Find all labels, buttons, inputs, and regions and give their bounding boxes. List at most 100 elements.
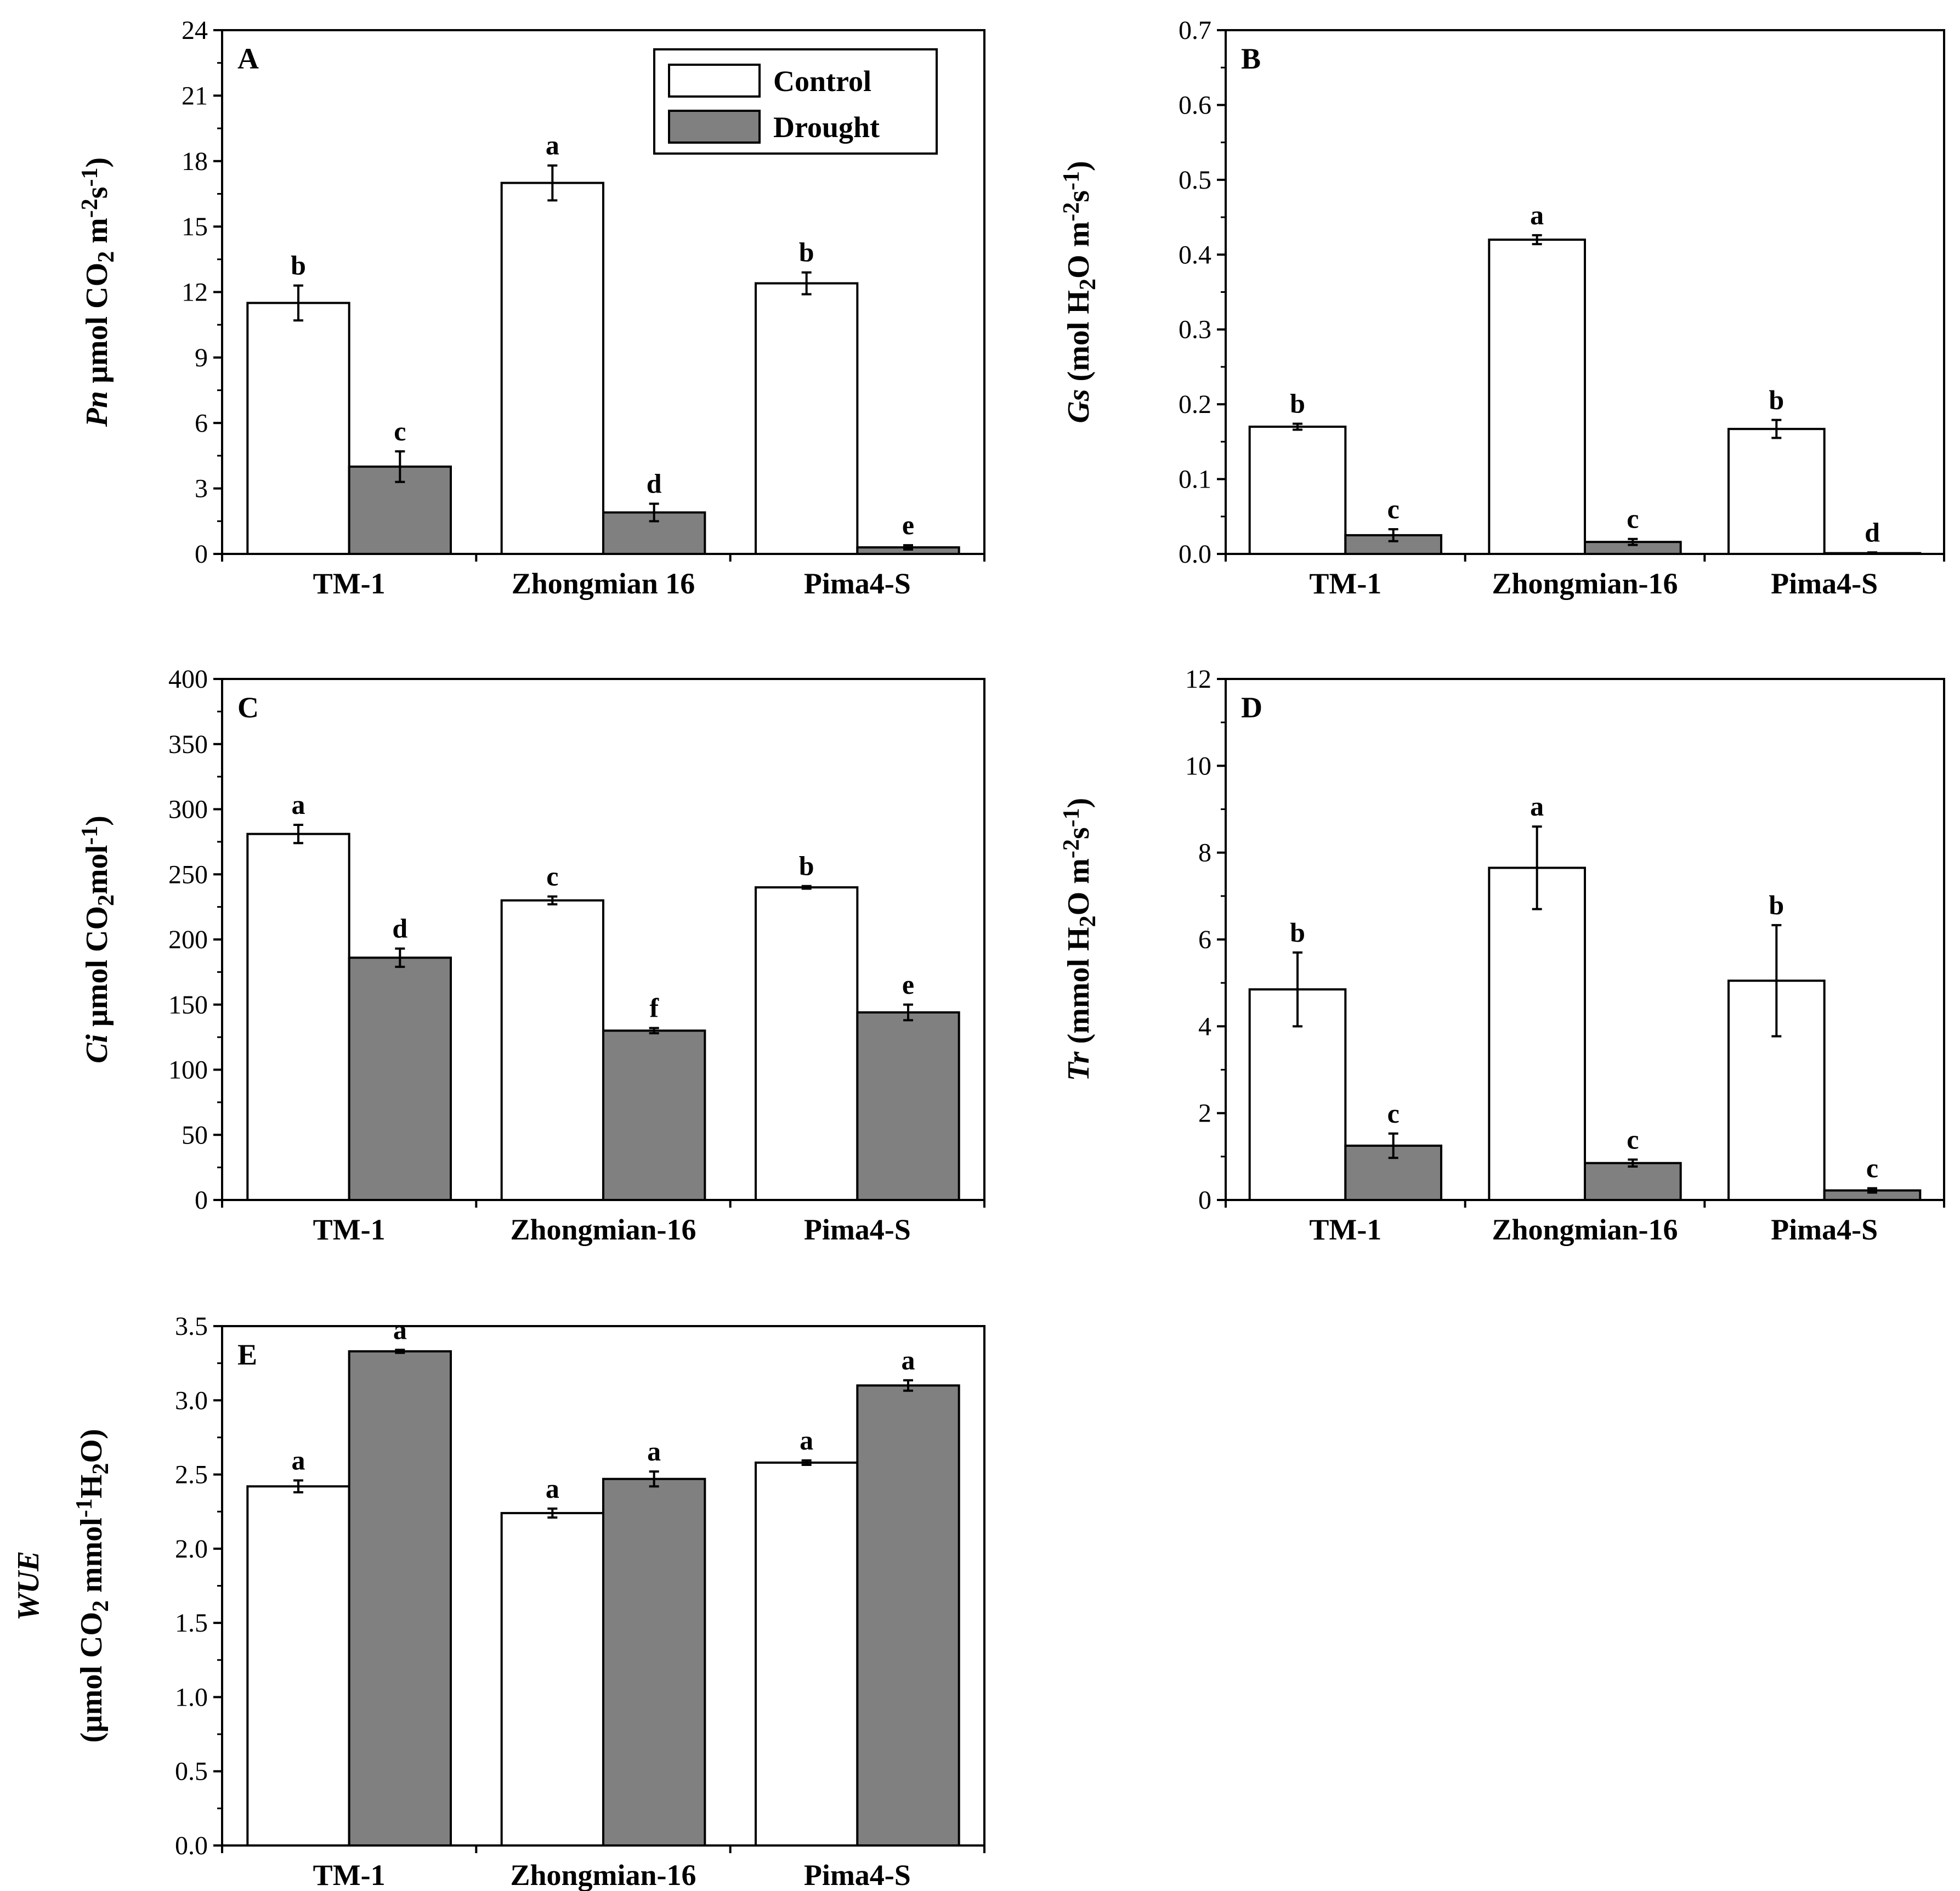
y-axis-label-part: 2 — [94, 251, 119, 263]
panel-letter: A — [237, 42, 259, 75]
panel-b: b a b c c d 0.0 0.1 0.2 0.3 0.4 0.5 0.6 0.7 TM-1 Zhongm… — [1059, 16, 1945, 600]
control-bar — [755, 282, 859, 555]
x-category-label: Zhongmian-16 — [510, 1859, 696, 1891]
y-axis-label-part: s — [1062, 827, 1096, 839]
y-tick-label: 0.6 — [1179, 90, 1211, 120]
y-axis-label-part: s — [1062, 190, 1096, 202]
y-axis-label-part: -2 — [1059, 839, 1084, 858]
y-axis-label-part: μmol CO — [80, 263, 114, 391]
significance-letter: a — [647, 1436, 661, 1467]
y-axis-label-line-part: WUE — [12, 1551, 46, 1621]
y-tick-label: 300 — [168, 795, 208, 824]
y-axis-label-part: Pn — [80, 391, 114, 427]
x-category-label: Pima4-S — [1771, 567, 1878, 600]
y-axis-label-part: mol — [80, 845, 114, 894]
y-tick-label: 50 — [182, 1120, 208, 1150]
significance-letter: d — [392, 913, 407, 944]
y-tick-label: 1.0 — [175, 1683, 208, 1712]
y-tick-label: 18 — [182, 147, 208, 176]
significance-letter: c — [1387, 1098, 1400, 1129]
significance-letter: c — [546, 861, 558, 892]
x-category-label: Zhongmian 16 — [512, 567, 695, 600]
significance-letter: b — [1769, 384, 1784, 415]
y-tick-label: 0.7 — [1179, 16, 1211, 45]
control-bar — [246, 1485, 350, 1847]
y-tick-label: 0.3 — [1179, 315, 1211, 344]
control-bar — [246, 833, 350, 1201]
y-tick-label: 10 — [1185, 751, 1211, 780]
y-tick-label: 0 — [195, 540, 208, 569]
y-axis-label-part: 2 — [1075, 279, 1101, 290]
y-axis-label-line-part: O) — [75, 1429, 109, 1463]
y-axis-label-part: O m — [1062, 858, 1096, 915]
y-tick-label: 250 — [168, 860, 208, 889]
significance-letter: b — [1290, 388, 1305, 419]
significance-letter: b — [291, 250, 306, 281]
y-axis-label-part: ) — [1062, 161, 1096, 171]
x-category-label: TM-1 — [313, 1213, 386, 1246]
y-axis-label-part: -1 — [77, 826, 103, 845]
x-category-label: Pima4-S — [804, 1859, 911, 1891]
panel-d: b a b c c c 0 2 4 6 8 10 12 TM-1 Zhongmian-16 Pima4-S D T… — [1059, 665, 1945, 1246]
significance-letter: a — [546, 1473, 559, 1504]
y-tick-label: 0.2 — [1179, 390, 1211, 419]
y-axis-label-part: -2 — [77, 199, 103, 218]
x-category-label: TM-1 — [313, 567, 386, 600]
y-axis-label-line: WUE — [12, 1551, 46, 1621]
x-category-label: Zhongmian-16 — [1492, 567, 1678, 600]
y-tick-label: 9 — [195, 343, 208, 372]
significance-letter: c — [1627, 1124, 1639, 1154]
y-axis-label-line-part: H — [75, 1475, 109, 1499]
y-tick-label: 21 — [182, 81, 208, 110]
significance-letter: a — [800, 1425, 813, 1456]
y-tick-label: 8 — [1198, 839, 1211, 868]
y-tick-label: 6 — [1198, 925, 1211, 954]
y-axis-label-part: 2 — [94, 894, 119, 906]
y-axis-label-part: m — [80, 218, 114, 251]
y-tick-label: 350 — [168, 730, 208, 759]
significance-letter: a — [902, 1345, 915, 1375]
y-axis-label-line-part: 2 — [88, 1600, 114, 1612]
panel-letter: D — [1241, 691, 1262, 724]
x-category-label: Zhongmian-16 — [510, 1213, 696, 1246]
y-tick-label: 0.0 — [175, 1831, 208, 1860]
significance-letter: e — [902, 509, 914, 540]
control-bar — [1488, 867, 1586, 1201]
y-tick-label: 150 — [168, 990, 208, 1020]
y-axis-label-line-part: 2 — [88, 1463, 114, 1475]
y-axis-label-line: (μmol CO2 mmol-1H2O) — [72, 1429, 113, 1742]
y-axis-label-part: -2 — [1059, 202, 1084, 222]
y-tick-label: 1.5 — [175, 1609, 208, 1638]
significance-letter: c — [1387, 494, 1400, 524]
control-bar — [1248, 426, 1347, 555]
control-bar — [755, 1461, 859, 1847]
y-tick-label: 24 — [182, 16, 208, 45]
significance-letter: d — [1865, 517, 1880, 547]
y-axis-label-part: ) — [80, 157, 114, 168]
x-category-label: Zhongmian-16 — [1492, 1213, 1678, 1246]
drought-bar — [856, 1384, 960, 1847]
control-bar — [1488, 239, 1586, 555]
y-tick-label: 400 — [168, 665, 208, 694]
control-bar — [500, 1511, 605, 1847]
y-tick-label: 15 — [182, 212, 208, 241]
y-axis-label: Ci μmol CO2mol-1) — [77, 816, 118, 1063]
y-axis-label-line-part: (μmol CO — [75, 1612, 109, 1743]
y-axis-label: Gs (mol H2O m-2s-1) — [1059, 161, 1100, 423]
significance-letter: d — [647, 468, 662, 499]
y-tick-label: 100 — [168, 1056, 208, 1085]
y-axis-label-part: -1 — [1059, 808, 1084, 827]
y-tick-label: 0 — [1198, 1186, 1211, 1215]
y-axis-label: Pn μmol CO2 m-2s-1) — [77, 157, 118, 427]
y-tick-label: 4 — [1198, 1012, 1211, 1041]
y-axis-label-part: (mol H — [1062, 290, 1096, 389]
y-axis-label-part: ) — [1062, 798, 1096, 808]
y-axis-label: Tr (mmol H2O m-2s-1) — [1059, 798, 1100, 1082]
control-bar — [1727, 428, 1826, 556]
y-axis-label-part: s — [80, 186, 114, 199]
y-tick-label: 200 — [168, 925, 208, 954]
y-tick-label: 0 — [195, 1186, 208, 1215]
y-axis-label-part: -1 — [1059, 171, 1084, 190]
panel-letter: E — [237, 1338, 257, 1371]
drought-bar — [1584, 1162, 1682, 1201]
